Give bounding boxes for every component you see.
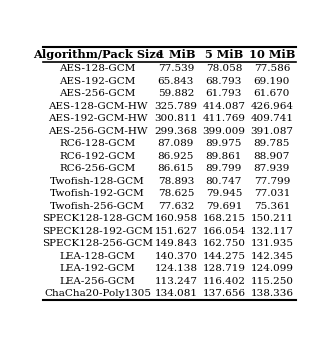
Text: 5 MiB: 5 MiB xyxy=(205,49,243,60)
Text: 78.625: 78.625 xyxy=(158,189,194,198)
Text: 142.345: 142.345 xyxy=(250,252,293,261)
Text: AES-192-GCM-HW: AES-192-GCM-HW xyxy=(48,114,147,123)
Text: 150.211: 150.211 xyxy=(250,214,293,223)
Text: 116.402: 116.402 xyxy=(202,277,245,286)
Text: 115.250: 115.250 xyxy=(250,277,293,286)
Text: Twofish-192-GCM: Twofish-192-GCM xyxy=(50,189,145,198)
Text: 77.031: 77.031 xyxy=(254,189,290,198)
Text: 144.275: 144.275 xyxy=(202,252,245,261)
Text: LEA-128-GCM: LEA-128-GCM xyxy=(60,252,136,261)
Text: 391.087: 391.087 xyxy=(250,127,293,136)
Text: 10 MiB: 10 MiB xyxy=(249,49,295,60)
Text: 414.087: 414.087 xyxy=(202,102,245,111)
Text: AES-256-GCM-HW: AES-256-GCM-HW xyxy=(48,127,147,136)
Text: 86.615: 86.615 xyxy=(158,164,194,173)
Text: 77.539: 77.539 xyxy=(158,64,194,73)
Text: RC6-192-GCM: RC6-192-GCM xyxy=(59,152,136,161)
Text: 166.054: 166.054 xyxy=(202,227,245,236)
Text: SPECK128-128-GCM: SPECK128-128-GCM xyxy=(42,214,153,223)
Text: 61.793: 61.793 xyxy=(206,89,242,98)
Text: 124.138: 124.138 xyxy=(155,264,198,273)
Text: 113.247: 113.247 xyxy=(155,277,198,286)
Text: 162.750: 162.750 xyxy=(202,239,245,248)
Text: 86.925: 86.925 xyxy=(158,152,194,161)
Text: 77.586: 77.586 xyxy=(254,64,290,73)
Text: 131.935: 131.935 xyxy=(250,239,293,248)
Text: 80.747: 80.747 xyxy=(206,177,242,186)
Text: SPECK128-256-GCM: SPECK128-256-GCM xyxy=(42,239,153,248)
Text: Twofish-128-GCM: Twofish-128-GCM xyxy=(50,177,145,186)
Text: 78.893: 78.893 xyxy=(158,177,194,186)
Text: AES-256-GCM: AES-256-GCM xyxy=(59,89,136,98)
Text: 140.370: 140.370 xyxy=(155,252,198,261)
Text: Twofish-256-GCM: Twofish-256-GCM xyxy=(50,202,145,211)
Text: 79.691: 79.691 xyxy=(206,202,242,211)
Text: 134.081: 134.081 xyxy=(155,290,198,299)
Text: 89.799: 89.799 xyxy=(206,164,242,173)
Text: 128.719: 128.719 xyxy=(202,264,245,273)
Text: AES-128-GCM: AES-128-GCM xyxy=(59,64,136,73)
Text: Algorithm/Pack Size: Algorithm/Pack Size xyxy=(33,49,163,60)
Text: 77.632: 77.632 xyxy=(158,202,194,211)
Text: 61.670: 61.670 xyxy=(254,89,290,98)
Text: 409.741: 409.741 xyxy=(250,114,293,123)
Text: SPECK128-192-GCM: SPECK128-192-GCM xyxy=(42,227,153,236)
Text: 88.907: 88.907 xyxy=(254,152,290,161)
Text: 59.882: 59.882 xyxy=(158,89,194,98)
Text: 65.843: 65.843 xyxy=(158,76,194,85)
Text: 411.769: 411.769 xyxy=(202,114,245,123)
Text: RC6-128-GCM: RC6-128-GCM xyxy=(59,139,136,148)
Text: ChaCha20-Poly1305: ChaCha20-Poly1305 xyxy=(44,290,151,299)
Text: 160.958: 160.958 xyxy=(155,214,198,223)
Text: LEA-192-GCM: LEA-192-GCM xyxy=(60,264,136,273)
Text: 77.799: 77.799 xyxy=(254,177,290,186)
Text: AES-128-GCM-HW: AES-128-GCM-HW xyxy=(48,102,147,111)
Text: AES-192-GCM: AES-192-GCM xyxy=(59,76,136,85)
Text: 300.811: 300.811 xyxy=(155,114,198,123)
Text: 399.009: 399.009 xyxy=(202,127,245,136)
Text: LEA-256-GCM: LEA-256-GCM xyxy=(60,277,136,286)
Text: 426.964: 426.964 xyxy=(250,102,293,111)
Text: 149.843: 149.843 xyxy=(155,239,198,248)
Text: 87.939: 87.939 xyxy=(254,164,290,173)
Text: 79.945: 79.945 xyxy=(206,189,242,198)
Text: 132.117: 132.117 xyxy=(250,227,293,236)
Text: 138.336: 138.336 xyxy=(250,290,293,299)
Text: 78.058: 78.058 xyxy=(206,64,242,73)
Text: 69.190: 69.190 xyxy=(254,76,290,85)
Text: 124.099: 124.099 xyxy=(250,264,293,273)
Text: 75.361: 75.361 xyxy=(254,202,290,211)
Text: 87.089: 87.089 xyxy=(158,139,194,148)
Text: 137.656: 137.656 xyxy=(202,290,245,299)
Text: 89.785: 89.785 xyxy=(254,139,290,148)
Text: 1 MiB: 1 MiB xyxy=(157,49,195,60)
Text: 151.627: 151.627 xyxy=(155,227,198,236)
Text: 89.861: 89.861 xyxy=(206,152,242,161)
Text: 299.368: 299.368 xyxy=(155,127,198,136)
Text: 89.975: 89.975 xyxy=(206,139,242,148)
Text: 168.215: 168.215 xyxy=(202,214,245,223)
Text: 325.789: 325.789 xyxy=(155,102,198,111)
Text: RC6-256-GCM: RC6-256-GCM xyxy=(59,164,136,173)
Text: 68.793: 68.793 xyxy=(206,76,242,85)
